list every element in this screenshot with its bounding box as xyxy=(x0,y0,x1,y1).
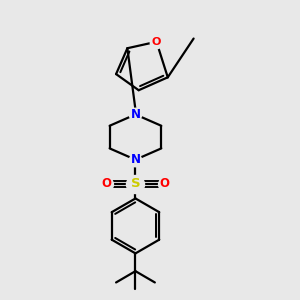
Text: N: N xyxy=(130,108,140,121)
Text: S: S xyxy=(130,177,140,190)
Text: N: N xyxy=(130,153,140,166)
Text: O: O xyxy=(152,37,161,47)
Text: O: O xyxy=(160,177,170,190)
Text: O: O xyxy=(101,177,111,190)
